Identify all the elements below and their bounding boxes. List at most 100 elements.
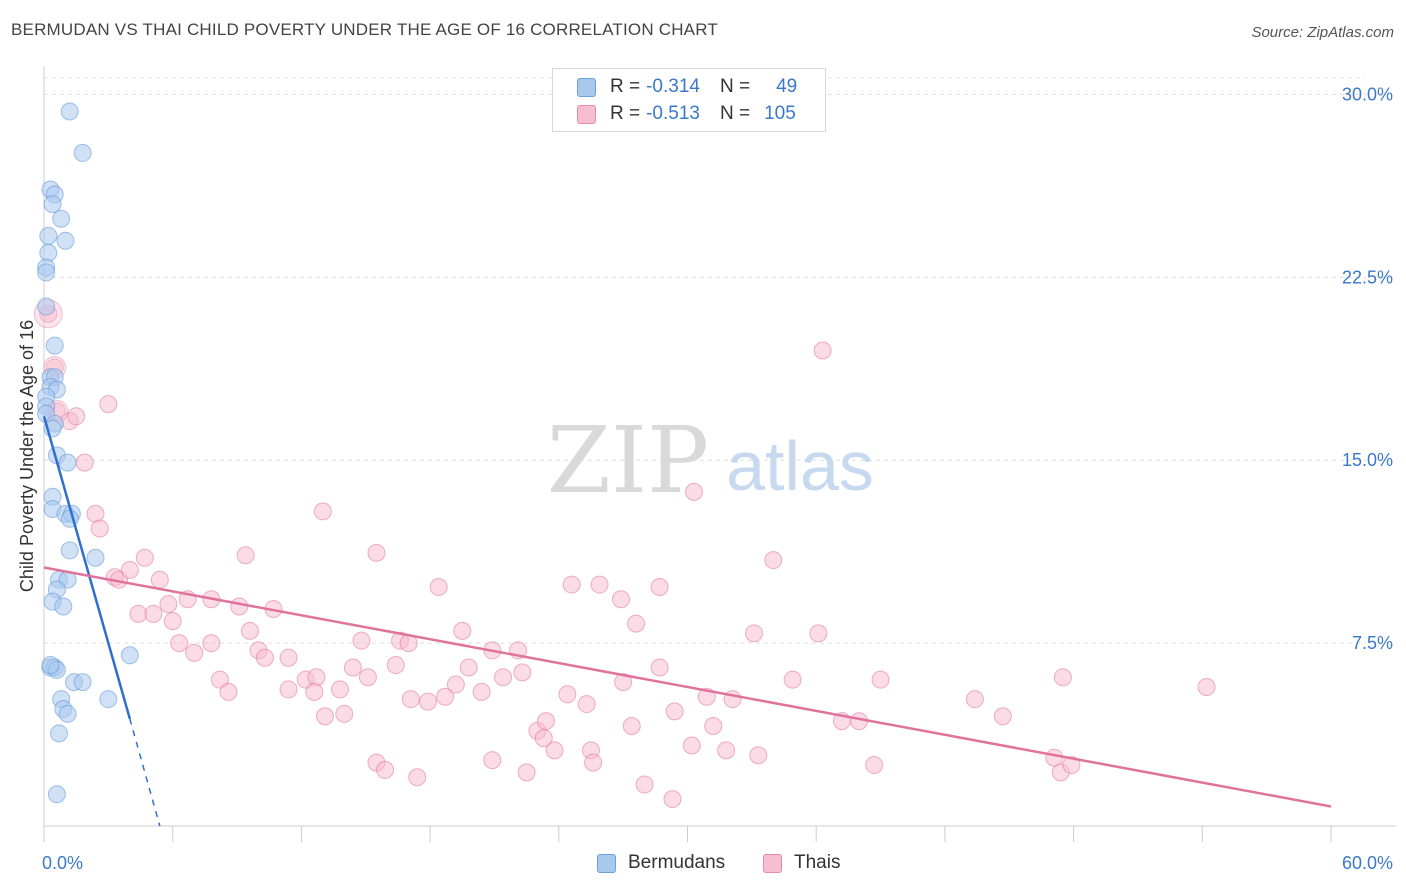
legend-swatch-thais [763, 853, 782, 873]
thai-point [150, 570, 169, 589]
thai-point [744, 624, 763, 643]
x-tick-label: 0.0% [42, 853, 83, 873]
bermudans-points [37, 102, 139, 804]
thai-point [436, 687, 455, 706]
thai-point [749, 746, 768, 765]
y-axis-label: Child Poverty Under the Age of 16 [17, 320, 37, 592]
bermudan-point [41, 656, 60, 675]
thai-point [315, 707, 334, 726]
thai-point [614, 673, 633, 692]
bermudan-point [56, 231, 75, 250]
thai-point [386, 656, 405, 675]
thai-point [210, 670, 229, 689]
tick-labels: 7.5% 15.0% 22.5% 30.0% 0.0% 60.0% [42, 84, 1393, 873]
bermudan-point [52, 209, 71, 228]
thai-point [622, 717, 641, 736]
legend-r-value: -0.513 [646, 103, 700, 124]
y-tick-label: 15.0% [1342, 450, 1393, 470]
thai-point [865, 756, 884, 775]
thai-point [871, 670, 890, 689]
thai-point [764, 551, 783, 570]
y-tick-label: 22.5% [1342, 267, 1393, 287]
y-tick-label: 7.5% [1352, 633, 1393, 653]
thai-point [352, 631, 371, 650]
legend-n-label: N = [719, 103, 751, 124]
watermark-zip: ZIP [547, 407, 709, 514]
watermark: ZIP atlas [547, 407, 874, 514]
source-label: Source: ZipAtlas.com [1251, 24, 1394, 41]
thai-point [453, 621, 472, 640]
thai-point [418, 692, 437, 711]
legend-swatch-bermudans [577, 77, 596, 97]
bermudan-point [50, 724, 69, 743]
legend-item-bermudans[interactable]: Bermudans [597, 852, 725, 874]
thai-point [513, 663, 532, 682]
thai-point [163, 612, 182, 631]
legend-r-value: -0.314 [646, 76, 700, 97]
thai-point [240, 621, 259, 640]
thai-point [305, 682, 324, 701]
thai-point [627, 614, 646, 633]
thai-point [684, 482, 703, 501]
bermudan-point [37, 263, 56, 282]
thai-point [429, 578, 448, 597]
bermudan-point [73, 143, 92, 162]
thai-point [144, 604, 163, 623]
thai-point [635, 775, 654, 794]
stats-legend: R = -0.314 N = 49 R = -0.513 N = 105 [552, 68, 826, 132]
bermudan-point [39, 226, 58, 245]
thai-point [682, 736, 701, 755]
bermudan-point [60, 102, 79, 121]
bermudan-point [54, 597, 73, 616]
thai-point [279, 680, 298, 699]
thai-point [313, 502, 332, 521]
thai-point [331, 680, 350, 699]
legend-row-bermudans: R = -0.314 N = 49 [577, 75, 797, 99]
thai-point [75, 453, 94, 472]
thai-point [120, 560, 139, 579]
trend-lines [42, 415, 1332, 827]
series-legend: Bermudans Thais [0, 852, 1406, 876]
thai-point [584, 753, 603, 772]
thai-point [408, 768, 427, 787]
legend-label-thais: Thais [794, 852, 841, 873]
thai-point [612, 590, 631, 609]
thai-point [1062, 756, 1081, 775]
thai-point [650, 578, 669, 597]
thai-point [1053, 668, 1072, 687]
legend-item-thais[interactable]: Thais [763, 852, 840, 874]
bermudan-point [47, 785, 66, 804]
thai-point [545, 741, 564, 760]
bermudan-point [86, 548, 105, 567]
bermudans-trend-line [42, 415, 132, 720]
legend-n-value: 49 [776, 76, 798, 97]
legend-n-value: 105 [764, 103, 796, 124]
bermudan-point [99, 690, 118, 709]
thai-point [993, 707, 1012, 726]
thai-point [965, 690, 984, 709]
thai-point [472, 682, 491, 701]
thai-point [230, 597, 249, 616]
y-tick-label: 30.0% [1342, 84, 1393, 104]
thai-point [663, 790, 682, 809]
thai-point [367, 543, 386, 562]
thai-point [185, 643, 204, 662]
thai-point [219, 682, 238, 701]
thai-point [650, 658, 669, 677]
thai-point [590, 575, 609, 594]
thai-point [170, 634, 189, 653]
thai-point [129, 604, 148, 623]
thai-point [459, 658, 478, 677]
bermudan-point [58, 453, 77, 472]
thai-point [813, 341, 832, 360]
thai-point [517, 763, 536, 782]
thai-point [135, 548, 154, 567]
thai-point [376, 760, 395, 779]
thai-point [562, 575, 581, 594]
watermark-atlas: atlas [726, 427, 874, 505]
thai-point [335, 704, 354, 723]
bermudan-point [58, 704, 77, 723]
legend-r-label: R = [610, 103, 641, 124]
bermudan-point [73, 673, 92, 692]
